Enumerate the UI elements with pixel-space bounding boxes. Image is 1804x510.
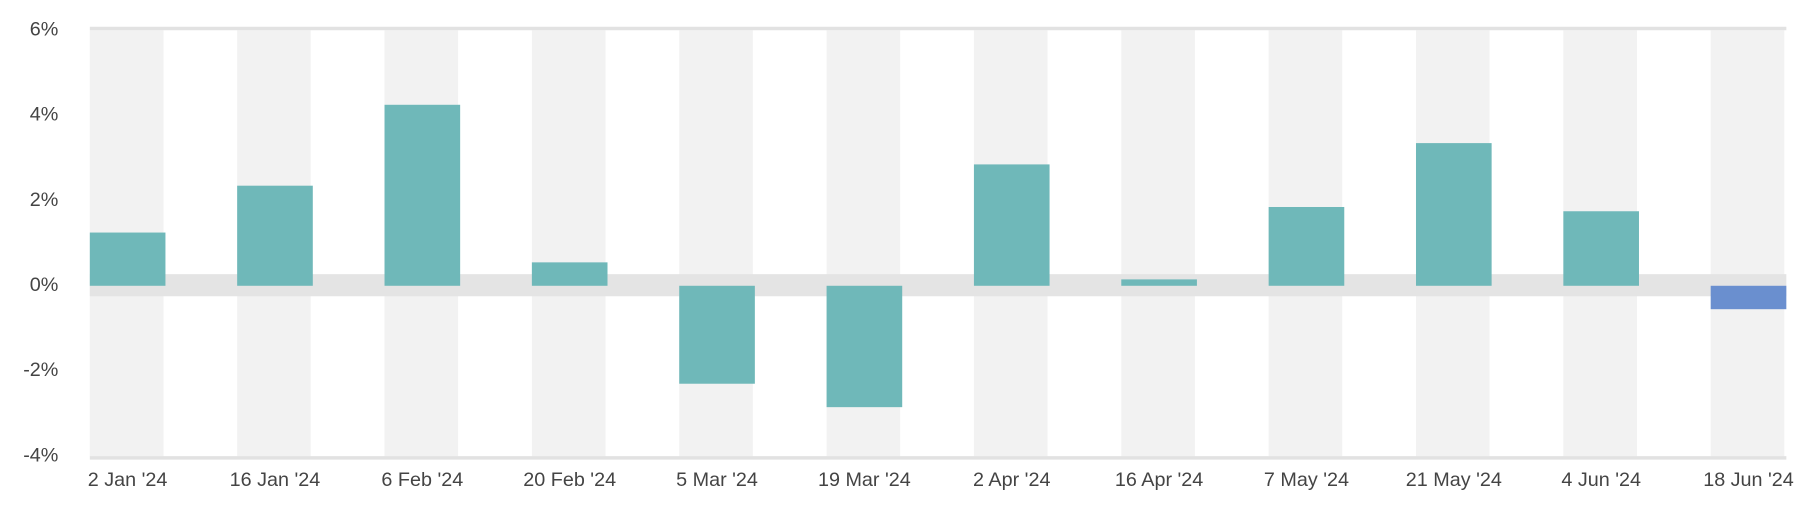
stripe xyxy=(679,30,753,457)
x-tick-label: 5 Mar '24 xyxy=(676,469,758,491)
stripe xyxy=(1194,30,1269,457)
stripe xyxy=(458,30,532,457)
stripe xyxy=(531,30,606,457)
bar xyxy=(1121,279,1197,286)
stripe xyxy=(1047,30,1122,457)
stripe xyxy=(1710,30,1785,457)
x-tick-label: 7 May '24 xyxy=(1264,469,1349,491)
x-tick-label: 2 Apr '24 xyxy=(973,469,1050,491)
bar xyxy=(531,262,608,286)
zero-band xyxy=(89,274,1787,297)
y-tick-label: 0% xyxy=(30,274,59,296)
bar xyxy=(1268,206,1345,286)
stripe xyxy=(1121,30,1195,457)
x-tick-label: 2 Jan '24 xyxy=(88,469,168,491)
stripe xyxy=(752,30,827,457)
stripe xyxy=(1784,30,1787,457)
y-tick-label: 6% xyxy=(30,18,59,40)
bar xyxy=(237,185,313,286)
x-tick-label: 21 May '24 xyxy=(1406,469,1502,491)
bar xyxy=(1710,285,1787,310)
x-tick-label: 19 Mar '24 xyxy=(818,469,911,491)
x-tick-label: 6 Feb '24 xyxy=(381,469,463,491)
stripe xyxy=(1489,30,1564,457)
bar xyxy=(826,285,903,408)
stripe xyxy=(310,30,385,457)
bar xyxy=(89,232,166,286)
y-tick-label: -2% xyxy=(23,359,58,381)
stripe xyxy=(163,30,238,457)
bar xyxy=(1563,211,1639,286)
bar xyxy=(384,104,461,286)
y-tick-label: -4% xyxy=(23,444,58,466)
x-tick-label: 18 Jun '24 xyxy=(1703,469,1794,491)
bar xyxy=(1415,143,1492,286)
y-tick-label: 2% xyxy=(30,189,59,211)
x-tick-label: 20 Feb '24 xyxy=(523,469,616,491)
stripe xyxy=(605,30,680,457)
x-tick-label: 4 Jun '24 xyxy=(1561,469,1641,491)
y-tick-label: 4% xyxy=(30,104,59,126)
stripe xyxy=(1342,30,1416,457)
bar xyxy=(973,164,1050,286)
x-tick-label: 16 Jan '24 xyxy=(230,469,321,491)
x-tick-label: 16 Apr '24 xyxy=(1115,469,1203,491)
stripe xyxy=(900,30,974,457)
top-border xyxy=(89,26,1787,31)
stripe xyxy=(1637,30,1711,457)
bar xyxy=(679,285,755,384)
bottom-border xyxy=(89,456,1787,460)
